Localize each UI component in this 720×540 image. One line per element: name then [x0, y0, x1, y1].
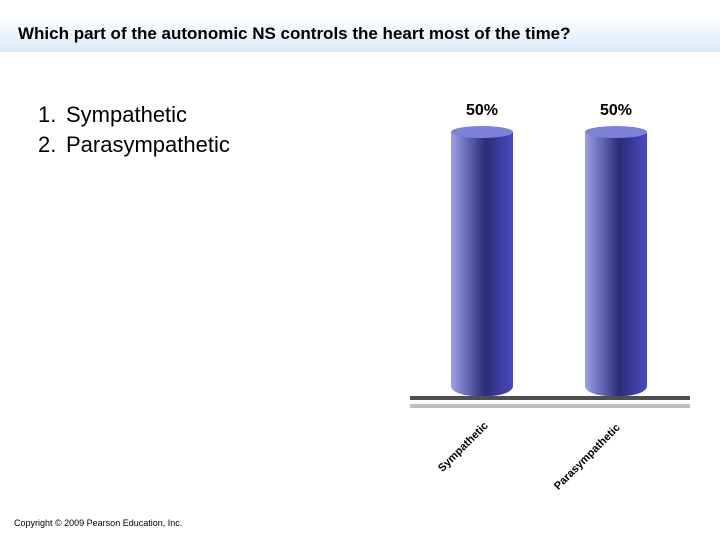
title-band: Which part of the autonomic NS controls …	[0, 16, 720, 52]
copyright-text: Copyright © 2009 Pearson Education, Inc.	[14, 518, 182, 528]
bar-top-ellipse	[585, 126, 647, 138]
answer-option: 1.Sympathetic	[38, 102, 230, 128]
answer-option: 2.Parasympathetic	[38, 132, 230, 158]
chart-baseline	[410, 396, 690, 400]
bar-chart: 50%Sympathetic50%Parasympathetic	[410, 110, 690, 400]
option-number: 1.	[38, 102, 66, 128]
bar-cylinder	[451, 126, 513, 396]
bar-body	[585, 132, 647, 396]
option-label: Parasympathetic	[66, 132, 230, 157]
bar-body	[451, 132, 513, 396]
slide: Which part of the autonomic NS controls …	[0, 0, 720, 540]
bar-value-label: 50%	[451, 102, 513, 120]
option-number: 2.	[38, 132, 66, 158]
bar-value-label: 50%	[585, 102, 647, 120]
chart-plot-area: 50%Sympathetic50%Parasympathetic	[410, 110, 690, 400]
bar-category-label: Sympathetic	[436, 419, 491, 474]
answer-options: 1.Sympathetic2.Parasympathetic	[38, 102, 230, 162]
bar-category-label: Parasympathetic	[552, 421, 623, 492]
option-label: Sympathetic	[66, 102, 187, 127]
chart-bar: 50%	[451, 126, 513, 396]
bar-cylinder	[585, 126, 647, 396]
bar-top-ellipse	[451, 126, 513, 138]
slide-title: Which part of the autonomic NS controls …	[18, 24, 571, 43]
chart-bar: 50%	[585, 126, 647, 396]
